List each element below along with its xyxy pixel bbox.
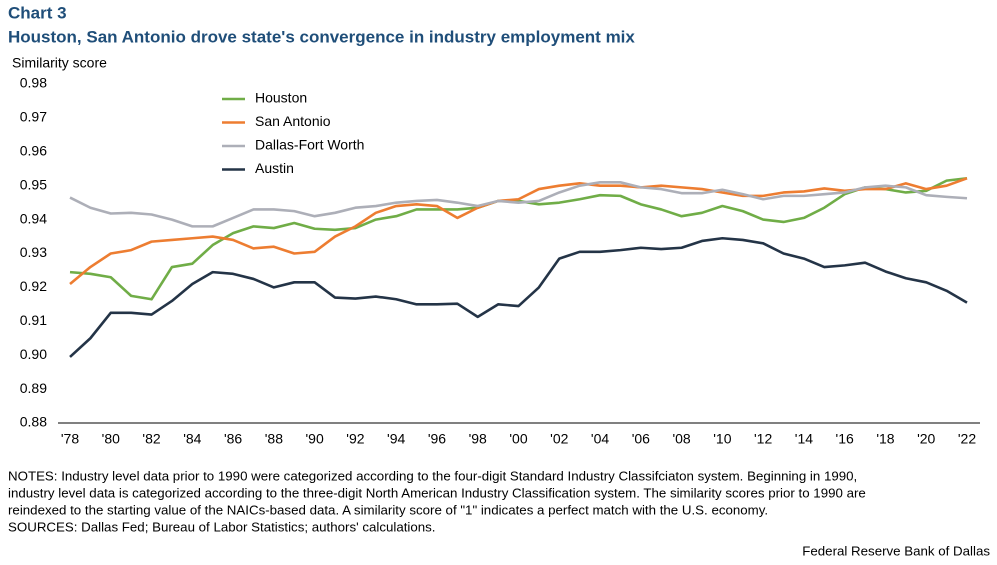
x-tick-label: '96 bbox=[428, 431, 446, 447]
x-tick-label: '80 bbox=[102, 431, 120, 447]
chart-title: Chart 3 bbox=[8, 3, 67, 22]
legend-label: Houston bbox=[255, 90, 307, 106]
x-tick-label: '12 bbox=[754, 431, 772, 447]
y-tick-label: 0.94 bbox=[20, 210, 47, 226]
x-tick-label: '06 bbox=[632, 431, 650, 447]
y-tick-label: 0.90 bbox=[20, 346, 47, 362]
y-tick-label: 0.98 bbox=[20, 75, 47, 91]
x-tick-label: '94 bbox=[387, 431, 405, 447]
x-tick-label: '00 bbox=[509, 431, 527, 447]
note: industry level data is categorized accor… bbox=[8, 486, 866, 501]
y-tick-label: 0.89 bbox=[20, 380, 47, 396]
x-tick-label: '82 bbox=[142, 431, 160, 447]
x-tick-label: '92 bbox=[346, 431, 364, 447]
y-axis-label: Similarity score bbox=[12, 55, 107, 71]
line bbox=[69, 177, 968, 286]
legend-label: Austin bbox=[255, 160, 294, 176]
y-tick-label: 0.93 bbox=[20, 244, 47, 260]
x-tick-label: '02 bbox=[550, 431, 568, 447]
x-tick-label: '08 bbox=[672, 431, 690, 447]
x-tick-label: '86 bbox=[224, 431, 242, 447]
line bbox=[69, 181, 968, 228]
x-tick-label: '88 bbox=[265, 431, 283, 447]
note: NOTES: Industry level data prior to 1990… bbox=[8, 469, 857, 484]
note: reindexed to the starting value of the N… bbox=[8, 503, 768, 518]
x-tick-label: '20 bbox=[917, 431, 935, 447]
x-tick-label: '04 bbox=[591, 431, 609, 447]
chart-subtitle: Houston, San Antonio drove state's conve… bbox=[8, 27, 635, 46]
x-tick-label: '14 bbox=[795, 431, 813, 447]
x-tick-label: '84 bbox=[183, 431, 201, 447]
note: SOURCES: Dallas Fed; Bureau of Labor Sta… bbox=[8, 520, 436, 535]
y-tick-label: 0.88 bbox=[20, 414, 47, 430]
line bbox=[69, 236, 968, 358]
y-tick-label: 0.92 bbox=[20, 278, 47, 294]
y-tick-label: 0.96 bbox=[20, 143, 47, 159]
legend-label: San Antonio bbox=[255, 113, 331, 129]
credit: Federal Reserve Bank of Dallas bbox=[802, 544, 990, 559]
x-tick-label: '22 bbox=[958, 431, 976, 447]
x-tick-label: '10 bbox=[713, 431, 731, 447]
y-tick-label: 0.95 bbox=[20, 176, 47, 192]
y-tick-label: 0.97 bbox=[20, 109, 47, 125]
x-tick-label: '18 bbox=[876, 431, 894, 447]
legend-label: Dallas-Fort Worth bbox=[255, 137, 364, 153]
y-tick-label: 0.91 bbox=[20, 312, 47, 328]
x-tick-label: '16 bbox=[836, 431, 854, 447]
x-tick-label: '98 bbox=[469, 431, 487, 447]
line bbox=[69, 176, 968, 301]
x-tick-label: '78 bbox=[61, 431, 79, 447]
x-tick-label: '90 bbox=[306, 431, 324, 447]
